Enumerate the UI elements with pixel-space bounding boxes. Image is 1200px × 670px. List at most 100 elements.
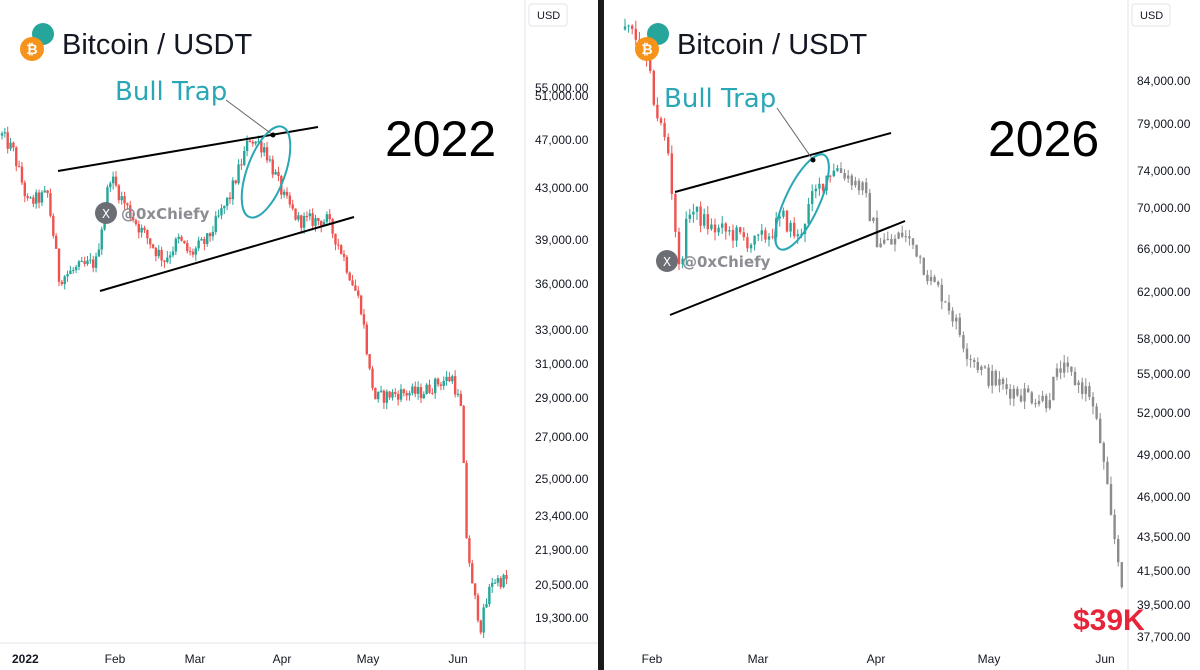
candle-body [471, 563, 474, 584]
x-tick-label: Jun [1095, 652, 1114, 666]
y-tick-label: 84,000.00 [1137, 74, 1191, 88]
candle-body [746, 237, 749, 249]
candle-body [377, 391, 380, 400]
candle-body [334, 233, 337, 245]
y-tick-label: 37,700.00 [1137, 630, 1191, 644]
y-tick-label: 33,000.00 [535, 323, 589, 337]
candle-body [465, 462, 468, 539]
candle-body [291, 204, 294, 209]
candle-body [277, 171, 280, 177]
currency-button[interactable] [1131, 3, 1171, 27]
candle-body [796, 234, 799, 237]
candle-body [3, 132, 7, 134]
candle-body [285, 191, 289, 196]
y-tick-label: 74,000.00 [1137, 164, 1191, 178]
y-tick-label: 52,000.00 [1137, 406, 1191, 420]
candle-body [348, 272, 351, 281]
bull-trap-ellipse [774, 153, 830, 251]
candle-body [1030, 392, 1033, 404]
candle-body [854, 180, 857, 186]
candle-body [757, 234, 760, 236]
candle-body [305, 216, 309, 218]
candle-body [411, 386, 414, 394]
currency-button[interactable] [528, 3, 568, 27]
candle-body [940, 284, 943, 302]
bull-trap-label: Bull Trap [664, 84, 776, 114]
candle-body [1063, 362, 1066, 373]
candle-body [847, 175, 850, 179]
candle-body [1052, 376, 1055, 401]
candle-body [998, 379, 1001, 386]
x-axis-2022: 2022 Feb Mar Apr May Jun [12, 652, 468, 666]
candle-body [965, 348, 969, 360]
candle-body [865, 182, 868, 194]
candle-body [254, 141, 257, 144]
y-tick-label: 66,000.00 [1137, 242, 1191, 256]
candle-body [861, 182, 864, 191]
x-tick-label: Apr [273, 652, 292, 666]
candle-body [357, 290, 360, 296]
candle-body [154, 247, 158, 257]
candle-body [220, 208, 223, 216]
candle-body [137, 224, 140, 233]
candle-body [785, 210, 789, 232]
candle-body [268, 159, 272, 161]
candle-body [1034, 403, 1037, 405]
candle-body [1012, 388, 1015, 399]
candle-body [631, 25, 634, 29]
candle-body [177, 236, 180, 239]
candle-body [206, 233, 209, 244]
candle-body [1016, 388, 1019, 396]
candle-body [9, 142, 12, 149]
candle-body [257, 141, 260, 143]
candle-body [46, 190, 49, 194]
candle-body [20, 166, 24, 183]
candle-body [66, 274, 69, 277]
candle-body [231, 180, 235, 200]
candle-body [434, 378, 437, 394]
candle-body [365, 324, 368, 355]
candle-body [54, 235, 58, 249]
candle-body [57, 248, 61, 282]
candle-body [742, 232, 745, 238]
candle-body [821, 183, 825, 191]
candle-body [394, 392, 397, 394]
candle-body [428, 384, 431, 393]
candle-body [217, 215, 220, 217]
y-tick-label: 31,000.00 [535, 357, 589, 371]
candle-body [245, 140, 249, 152]
candle-body [627, 25, 630, 27]
candle-body [919, 256, 922, 258]
candle-body [937, 281, 940, 285]
candle-body [171, 251, 175, 256]
y-tick-label: 58,000.00 [1137, 332, 1191, 346]
candle-body [186, 243, 189, 252]
candle-body [695, 206, 699, 212]
candle-body [973, 359, 976, 362]
candle-body [308, 213, 311, 217]
svg-text:₿: ₿ [26, 42, 37, 58]
watermark-handle: @0xChiefy [682, 253, 771, 271]
candle-body [717, 227, 720, 233]
y-tick-label: 55,000.00 [1137, 367, 1191, 381]
candle-body [265, 147, 269, 161]
candle-body [836, 168, 839, 171]
candle-body [764, 230, 767, 240]
y-tick-label: 36,000.00 [535, 277, 589, 291]
candle-body [771, 236, 774, 238]
y-tick-label: 49,000.00 [1137, 448, 1191, 462]
candle-body [100, 229, 103, 250]
candle-body [1077, 382, 1080, 386]
y-tick-label: 25,000.00 [535, 472, 589, 486]
candle-body [448, 376, 451, 382]
y-tick-label: 27,000.00 [535, 430, 589, 444]
candle-body [502, 574, 505, 588]
candle-body [331, 219, 334, 234]
candle-body [191, 251, 195, 255]
candle-body [753, 235, 756, 245]
candle-body [829, 175, 832, 177]
wedge-lower-trendline [669, 220, 906, 316]
candle-body [872, 217, 875, 222]
y-tick-label: 43,500.00 [1137, 530, 1191, 544]
candle-body [223, 205, 226, 209]
